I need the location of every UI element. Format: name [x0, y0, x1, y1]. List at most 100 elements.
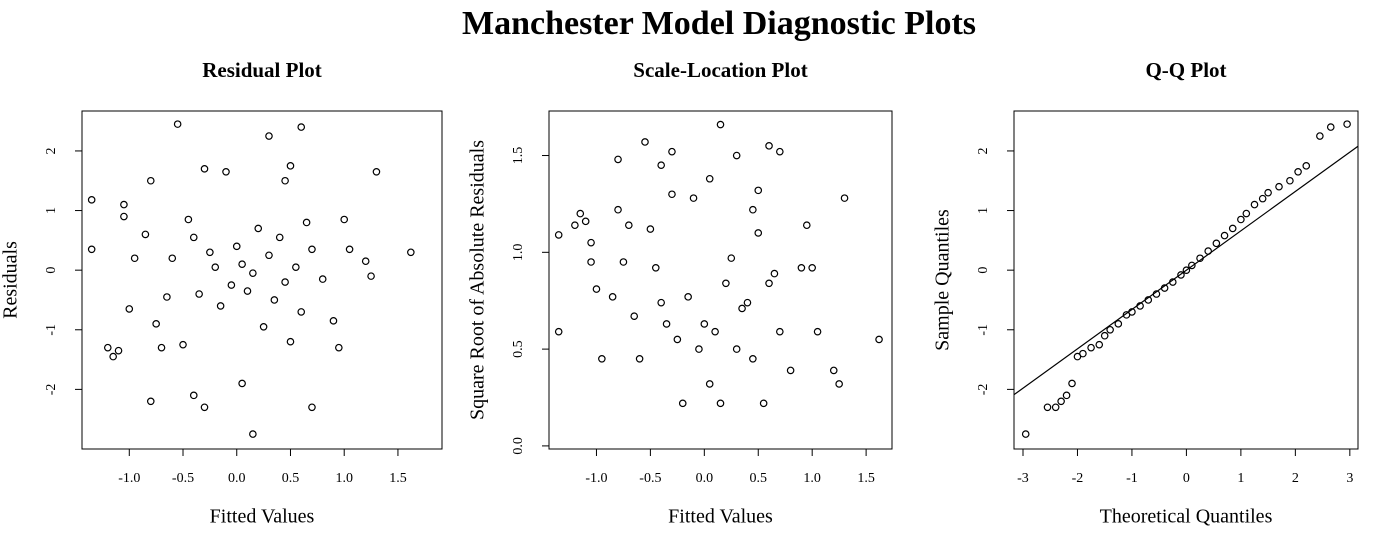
y-tick-label: 0.5 [511, 340, 526, 358]
x-axis-label: Fitted Values [210, 506, 315, 528]
point [614, 155, 622, 164]
point [286, 162, 295, 170]
point [232, 242, 241, 251]
point [367, 272, 375, 280]
point [168, 254, 177, 263]
point [651, 264, 660, 272]
point [361, 257, 370, 266]
point [749, 354, 757, 363]
point [189, 391, 198, 400]
y-tick-label: 1.5 [511, 147, 526, 165]
point [875, 335, 883, 344]
point [238, 260, 246, 269]
point [689, 194, 698, 202]
point [227, 281, 236, 289]
point [797, 264, 806, 272]
point [1188, 261, 1196, 270]
point [1114, 320, 1123, 328]
point [684, 293, 692, 301]
point [1250, 200, 1259, 209]
point [716, 399, 725, 408]
point [716, 120, 725, 129]
point [571, 221, 579, 230]
point [270, 296, 279, 304]
point [249, 430, 257, 438]
point [732, 345, 741, 353]
point [345, 245, 354, 254]
point [1242, 209, 1251, 218]
x-tick-label: 0 [1183, 471, 1190, 486]
point [1177, 271, 1185, 279]
point [813, 327, 822, 336]
point [776, 327, 784, 336]
point [1264, 188, 1272, 197]
point [738, 304, 746, 313]
point [711, 327, 719, 336]
point [286, 337, 295, 346]
point [146, 397, 155, 406]
plot-title: Residual Plot [202, 58, 322, 82]
point [238, 379, 246, 388]
point [1168, 278, 1177, 286]
point [1021, 430, 1030, 438]
point [1343, 120, 1351, 128]
point [641, 138, 649, 146]
point [1160, 284, 1169, 292]
point [576, 209, 585, 218]
point [109, 352, 117, 361]
point [281, 176, 289, 185]
point [1079, 349, 1087, 358]
point [705, 380, 714, 388]
point [1057, 397, 1065, 406]
y-tick-label: 0 [976, 267, 991, 274]
point [243, 287, 252, 295]
point [1106, 325, 1114, 334]
point [598, 354, 606, 363]
point [249, 269, 257, 277]
point [722, 279, 730, 288]
x-tick-label: -1.0 [118, 471, 140, 486]
point [146, 176, 155, 185]
point [335, 343, 343, 352]
point [1286, 176, 1294, 185]
point [200, 403, 209, 412]
point [1062, 391, 1071, 400]
point [259, 322, 268, 331]
point [1275, 182, 1283, 191]
point [786, 366, 795, 375]
point [700, 320, 709, 328]
plot-box [548, 110, 893, 450]
y-tick-label: -1 [44, 324, 59, 336]
point [1152, 290, 1161, 298]
point [625, 221, 633, 230]
point [1237, 215, 1245, 224]
point [163, 293, 171, 301]
x-tick-label: 1.0 [803, 471, 821, 486]
point [630, 312, 639, 321]
x-tick-label: -1.0 [585, 471, 607, 486]
point [765, 279, 773, 288]
point [302, 218, 311, 227]
y-tick-label: 2 [976, 147, 991, 154]
point [114, 346, 123, 355]
point [619, 258, 628, 266]
y-tick-label: 1.0 [511, 244, 526, 262]
point [189, 233, 198, 242]
y-tick-label: 1 [44, 207, 59, 214]
x-tick-label: 1.5 [857, 471, 875, 486]
point [802, 221, 811, 230]
x-tick-label: 0.0 [228, 471, 246, 486]
point [614, 205, 622, 214]
point [125, 305, 134, 313]
point [157, 343, 166, 352]
x-tick-label: 1 [1237, 471, 1244, 486]
point [1144, 296, 1153, 304]
figure-title: Manchester Model Diagnostic Plots [462, 5, 976, 42]
point [152, 320, 160, 328]
plot-box [81, 110, 443, 450]
point [743, 298, 752, 307]
x-tick-label: 1.5 [389, 471, 407, 486]
point [297, 123, 306, 131]
point [1100, 331, 1109, 340]
